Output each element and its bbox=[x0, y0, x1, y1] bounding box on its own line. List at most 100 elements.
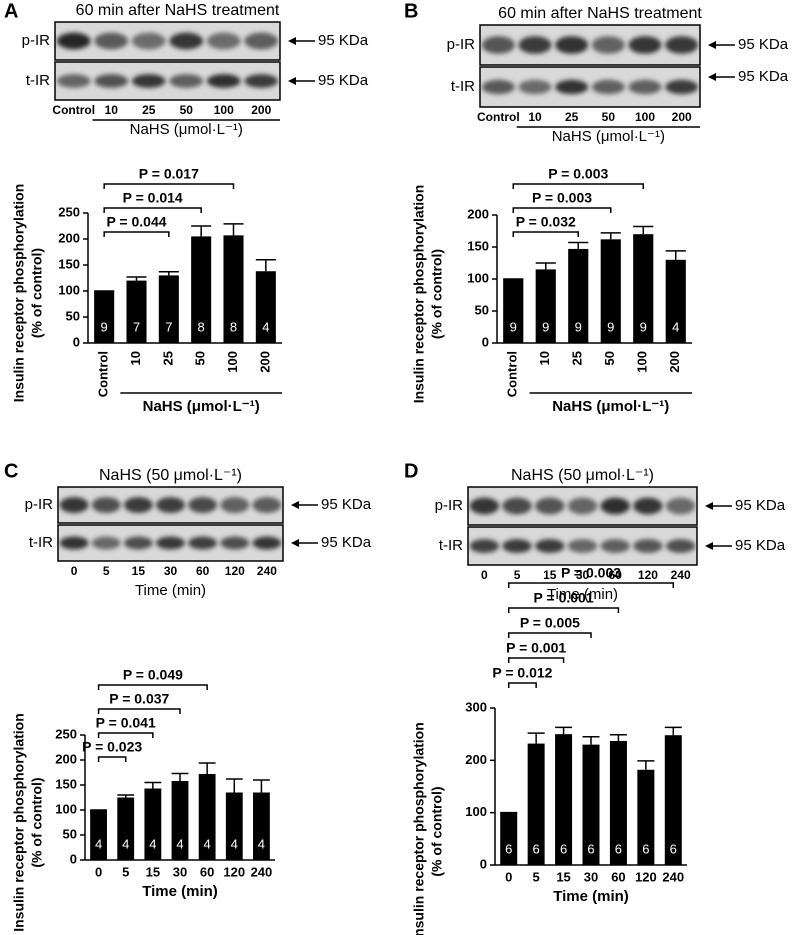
p-value: P = 0.001 bbox=[534, 590, 594, 606]
blot-band bbox=[244, 32, 279, 50]
bar bbox=[90, 810, 107, 860]
bar bbox=[500, 812, 518, 865]
bar bbox=[527, 743, 545, 865]
blot-band bbox=[665, 36, 699, 54]
blot-band bbox=[131, 32, 166, 50]
blot-lane-label: 50 bbox=[180, 103, 194, 117]
blot-band bbox=[665, 539, 696, 553]
n-label: 6 bbox=[533, 841, 540, 856]
y-axis-label: Insulin receptor phosphorylation bbox=[411, 722, 427, 935]
blot-band bbox=[94, 74, 129, 88]
marker-label: 95 KDa bbox=[738, 36, 789, 53]
blot-lane-label: Control bbox=[477, 110, 520, 124]
blot-band bbox=[59, 497, 89, 513]
panel-letter: D bbox=[404, 460, 418, 482]
n-label: 7 bbox=[133, 319, 140, 334]
y-tick-label: 100 bbox=[467, 270, 489, 285]
bar bbox=[665, 259, 686, 343]
blot-band bbox=[555, 36, 589, 54]
blot-band bbox=[131, 74, 166, 88]
y-tick-label: 150 bbox=[58, 256, 80, 271]
bar bbox=[191, 236, 212, 343]
x-tick-label: 200 bbox=[667, 351, 682, 373]
blot-band bbox=[633, 539, 663, 553]
arrow-head bbox=[708, 73, 716, 81]
y-tick-label: 150 bbox=[467, 238, 489, 253]
blot-band bbox=[169, 74, 204, 88]
x-tick-label: 30 bbox=[584, 869, 598, 884]
blot-band bbox=[481, 79, 515, 95]
bar bbox=[582, 744, 600, 865]
y-tick-label: 0 bbox=[482, 334, 489, 349]
significance-bracket bbox=[507, 632, 592, 638]
blot-band bbox=[220, 536, 250, 550]
blot-band bbox=[123, 497, 153, 513]
blot-band bbox=[555, 79, 589, 95]
blot-band bbox=[591, 36, 625, 54]
x-tick-label: 5 bbox=[533, 869, 540, 884]
n-label: 9 bbox=[640, 319, 647, 334]
blot-lane-label: 5 bbox=[514, 568, 521, 582]
marker-label: 95 KDa bbox=[735, 497, 786, 514]
y-tick-label: 300 bbox=[465, 699, 487, 714]
n-label: 8 bbox=[198, 319, 205, 334]
x-tick-label: 0 bbox=[95, 864, 102, 879]
blot-band bbox=[56, 32, 91, 50]
arrow-head bbox=[288, 37, 296, 45]
bar bbox=[253, 792, 270, 860]
y-tick-label: 100 bbox=[55, 801, 77, 816]
marker-label: 95 KDa bbox=[735, 537, 786, 554]
marker-label: 95 KDa bbox=[738, 68, 789, 85]
x-axis-label: NaHS (μmol·L⁻¹) bbox=[552, 398, 669, 415]
bar bbox=[126, 280, 147, 343]
p-value: P = 0.003 bbox=[561, 565, 621, 581]
x-tick-label: 50 bbox=[602, 351, 617, 365]
y-tick-label: 50 bbox=[66, 308, 80, 323]
p-value: P = 0.014 bbox=[123, 190, 183, 206]
blot-lane-label: 30 bbox=[164, 564, 178, 578]
blot-frame bbox=[479, 24, 701, 66]
blot-band bbox=[600, 497, 630, 515]
blot-lane-label: 25 bbox=[142, 103, 156, 117]
blot-band bbox=[94, 32, 129, 50]
marker-label: 95 KDa bbox=[321, 496, 372, 513]
marker-label: 95 KDa bbox=[318, 72, 369, 89]
p-value: P = 0.003 bbox=[532, 190, 592, 206]
n-label: 4 bbox=[122, 836, 129, 851]
blot-lane-label: 60 bbox=[196, 564, 210, 578]
arrow-head bbox=[291, 539, 299, 547]
blot-band bbox=[188, 536, 218, 550]
significance-bracket bbox=[97, 732, 154, 738]
arrow-head bbox=[705, 502, 713, 510]
blot-band bbox=[518, 36, 552, 54]
bar bbox=[158, 275, 179, 343]
n-label: 4 bbox=[262, 319, 269, 334]
bar bbox=[198, 774, 216, 860]
y-tick-label: 250 bbox=[58, 204, 80, 219]
blot-lane-label: 5 bbox=[103, 564, 110, 578]
significance-bracket bbox=[103, 207, 202, 213]
n-label: 4 bbox=[258, 836, 265, 851]
arrow-head bbox=[708, 41, 716, 49]
blot-band bbox=[665, 497, 696, 515]
marker-label: 95 KDa bbox=[318, 32, 369, 49]
n-label: 6 bbox=[560, 841, 567, 856]
significance-bracket bbox=[103, 183, 235, 189]
x-axis-label: Time (min) bbox=[553, 888, 629, 905]
n-label: 9 bbox=[542, 319, 549, 334]
significance-bracket bbox=[512, 231, 579, 237]
blot-band bbox=[567, 539, 598, 553]
n-label: 4 bbox=[149, 836, 156, 851]
blot-lane-label: Control bbox=[52, 103, 95, 117]
blot-lane-label: 50 bbox=[602, 110, 616, 124]
blot-band bbox=[252, 536, 282, 550]
blot-band bbox=[252, 497, 282, 513]
blot-band bbox=[665, 79, 699, 95]
blot-frame bbox=[54, 21, 281, 61]
n-label: 4 bbox=[672, 319, 679, 334]
bar bbox=[225, 792, 243, 860]
n-label: 4 bbox=[176, 836, 183, 851]
bar bbox=[503, 279, 524, 343]
blot-band bbox=[91, 497, 121, 513]
blot-row-label: t-IR bbox=[26, 72, 50, 89]
